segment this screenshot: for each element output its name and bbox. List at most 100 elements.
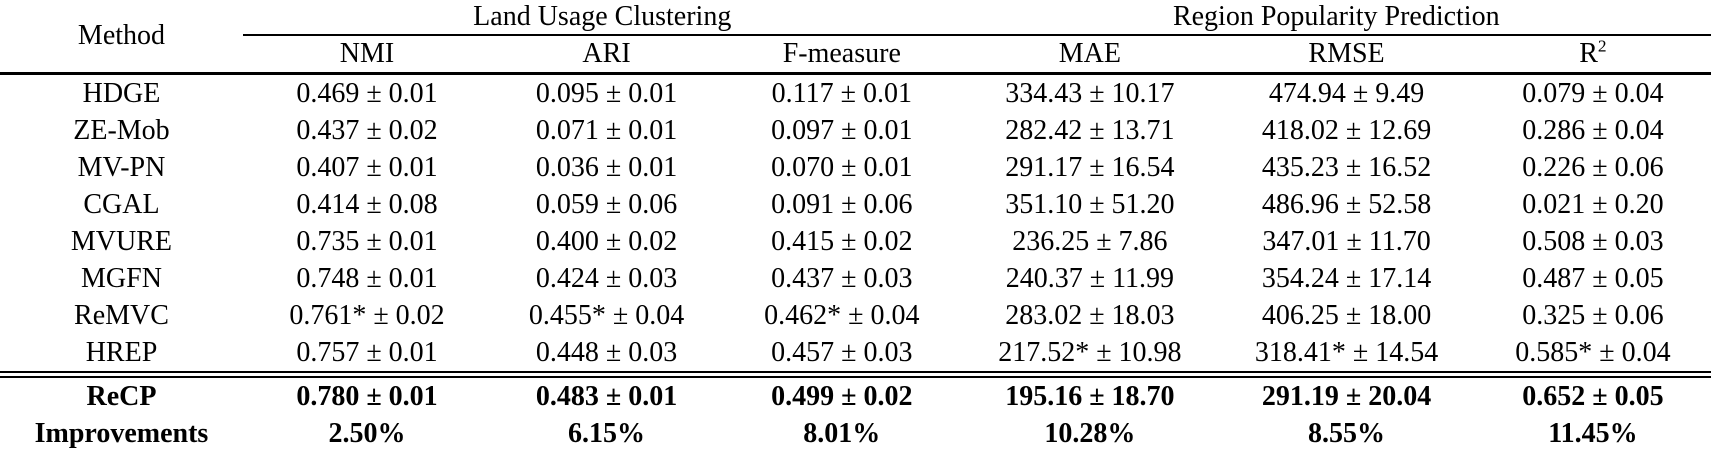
- value-cell: 347.01 ± 11.70: [1262, 225, 1431, 257]
- value-cell: 0.415 ± 0.02: [771, 225, 913, 257]
- double-rule-row: [0, 371, 1711, 378]
- table-row: Improvements 2.50% 6.15% 8.01% 10.28% 8.55% 11…: [0, 415, 1711, 452]
- method-cell: ReCP: [86, 380, 157, 412]
- table-row: ReCP 0.780 ± 0.01 0.483 ± 0.01 0.499 ± 0.02…: [0, 377, 1711, 415]
- value-cell: 318.41* ± 14.54: [1254, 336, 1439, 368]
- method-cell: HDGE: [82, 77, 161, 109]
- table-row: HREP 0.757 ± 0.01 0.448 ± 0.03 0.457 ± 0.03…: [0, 334, 1711, 372]
- value-cell: 0.757 ± 0.01: [296, 336, 438, 368]
- value-cell: 0.325 ± 0.06: [1522, 299, 1664, 331]
- table-row: MGFN 0.748 ± 0.01 0.424 ± 0.03 0.437 ± 0.03…: [0, 260, 1711, 297]
- col-header-nmi: NMI: [242, 35, 492, 75]
- method-cell: ReMVC: [74, 299, 169, 331]
- value-cell: 0.780 ± 0.01: [296, 380, 438, 412]
- value-cell: 8.55%: [1218, 415, 1475, 452]
- col-header-ari: ARI: [491, 35, 723, 75]
- value-cell: 0.079 ± 0.04: [1522, 77, 1664, 109]
- value-cell: 0.117 ± 0.01: [771, 77, 912, 109]
- method-cell: MVURE: [70, 225, 173, 257]
- value-cell: 0.652 ± 0.05: [1522, 380, 1664, 412]
- value-cell: 0.761* ± 0.02: [289, 299, 445, 331]
- table-row: HDGE 0.469 ± 0.01 0.095 ± 0.01 0.117 ± 0.01…: [0, 74, 1711, 113]
- value-cell: 291.17 ± 16.54: [1005, 151, 1175, 183]
- value-cell: 0.469 ± 0.01: [296, 77, 438, 109]
- value-cell: 0.070 ± 0.01: [771, 151, 913, 183]
- value-cell: 435.23 ± 16.52: [1261, 151, 1432, 183]
- method-cell: MV-PN: [77, 151, 166, 183]
- value-cell: 0.097 ± 0.01: [771, 114, 913, 146]
- col-header-rmse: RMSE: [1218, 35, 1475, 75]
- value-cell: 0.457 ± 0.03: [771, 336, 913, 368]
- group-header-row: Method Land Usage Clustering Region Popu…: [0, 0, 1711, 75]
- table-row: ZE-Mob 0.437 ± 0.02 0.071 ± 0.01 0.097 ± 0.…: [0, 112, 1711, 149]
- value-cell: 0.286 ± 0.04: [1522, 114, 1664, 146]
- value-cell: 334.43 ± 10.17: [1005, 77, 1175, 109]
- value-cell: 0.407 ± 0.01: [296, 151, 438, 183]
- value-cell: 0.448 ± 0.03: [535, 336, 678, 368]
- table-header: Method Land Usage Clustering Region Popu…: [0, 0, 1711, 75]
- value-cell: 351.10 ± 51.20: [1005, 188, 1175, 220]
- value-cell: 236.25 ± 7.86: [1012, 225, 1168, 257]
- value-cell: 474.94 ± 9.49: [1268, 77, 1425, 109]
- value-cell: 0.021 ± 0.20: [1522, 188, 1664, 220]
- value-cell: 0.059 ± 0.06: [535, 188, 678, 220]
- value-cell: 406.25 ± 18.00: [1261, 299, 1432, 331]
- table-row: MVURE 0.735 ± 0.01 0.400 ± 0.02 0.415 ± 0.0…: [0, 223, 1711, 260]
- table-row: MV-PN 0.407 ± 0.01 0.036 ± 0.01 0.070 ± 0.0…: [0, 149, 1711, 186]
- method-cell: Improvements: [0, 415, 243, 452]
- value-cell: 8.01%: [722, 415, 962, 452]
- value-cell: 0.437 ± 0.02: [296, 114, 438, 146]
- value-cell: 0.424 ± 0.03: [535, 262, 678, 294]
- value-cell: 291.19 ± 20.04: [1261, 380, 1432, 412]
- value-cell: 11.45%: [1474, 415, 1711, 452]
- method-cell: HREP: [85, 336, 158, 368]
- r-squared-base: R: [1579, 38, 1598, 69]
- value-cell: 0.095 ± 0.01: [535, 77, 678, 109]
- value-cell: 0.462* ± 0.04: [764, 299, 920, 331]
- value-cell: 195.16 ± 18.70: [1005, 380, 1175, 412]
- value-cell: 0.071 ± 0.01: [535, 114, 678, 146]
- value-cell: 0.508 ± 0.03: [1522, 225, 1664, 257]
- rule-separator: [0, 371, 1711, 378]
- table-row: ReMVC 0.761* ± 0.02 0.455* ± 0.04 0.462* ± …: [0, 297, 1711, 334]
- double-rule-cell: [0, 371, 1711, 378]
- value-cell: 10.28%: [961, 415, 1219, 452]
- r-squared-exponent: 2: [1597, 36, 1607, 56]
- value-cell: 486.96 ± 52.58: [1261, 188, 1432, 220]
- value-cell: 6.15%: [491, 415, 723, 452]
- subheader-row: NMI ARI F-measure MAE RMSE R2: [0, 35, 1711, 75]
- value-cell: 0.455* ± 0.04: [528, 299, 685, 331]
- value-cell: 217.52* ± 10.98: [998, 336, 1182, 368]
- method-cell: CGAL: [83, 188, 160, 220]
- value-cell: 0.437 ± 0.03: [771, 262, 913, 294]
- summary-body: ReCP 0.780 ± 0.01 0.483 ± 0.01 0.499 ± 0.02…: [0, 377, 1711, 452]
- value-cell: 2.50%: [242, 415, 492, 452]
- col-header-f-measure: F-measure: [722, 35, 962, 75]
- method-cell: MGFN: [81, 262, 162, 294]
- value-cell: 0.091 ± 0.06: [771, 188, 913, 220]
- table-body: HDGE 0.469 ± 0.01 0.095 ± 0.01 0.117 ± 0.01…: [0, 74, 1711, 373]
- value-cell: 354.24 ± 17.14: [1261, 262, 1432, 294]
- value-cell: 240.37 ± 11.99: [1005, 262, 1175, 294]
- col-header-mae: MAE: [961, 35, 1219, 75]
- group-header-land-usage-clustering: Land Usage Clustering: [242, 0, 962, 36]
- value-cell: 418.02 ± 12.69: [1261, 114, 1432, 146]
- value-cell: 0.414 ± 0.08: [296, 188, 438, 220]
- value-cell: 0.735 ± 0.01: [296, 225, 438, 257]
- table-row: CGAL 0.414 ± 0.08 0.059 ± 0.06 0.091 ± 0.06…: [0, 186, 1711, 223]
- group-header-region-popularity-prediction: Region Popularity Prediction: [961, 0, 1711, 36]
- value-cell: 283.02 ± 18.03: [1005, 299, 1175, 331]
- value-cell: 0.748 ± 0.01: [296, 262, 438, 294]
- value-cell: 282.42 ± 13.71: [1005, 114, 1175, 146]
- value-cell: 0.487 ± 0.05: [1522, 262, 1664, 294]
- value-cell: 0.585* ± 0.04: [1515, 336, 1671, 368]
- value-cell: 0.400 ± 0.02: [535, 225, 678, 257]
- method-column-header: Method: [0, 0, 243, 75]
- value-cell: 0.226 ± 0.06: [1522, 151, 1664, 183]
- value-cell: 0.499 ± 0.02: [771, 380, 913, 412]
- col-header-r-squared: R2: [1474, 35, 1711, 75]
- value-cell: 0.036 ± 0.01: [535, 151, 678, 183]
- value-cell: 0.483 ± 0.01: [535, 380, 678, 412]
